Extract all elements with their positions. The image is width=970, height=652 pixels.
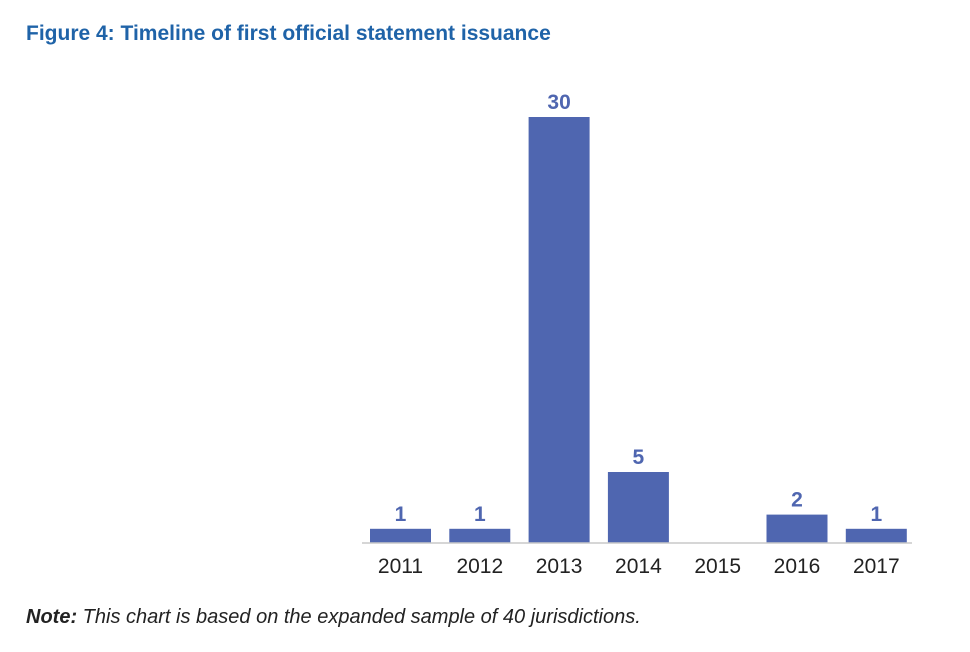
x-tick-label-2012: 2012 xyxy=(456,555,503,578)
data-label-2012: 1 xyxy=(474,503,486,526)
x-tick-label-2013: 2013 xyxy=(536,555,583,578)
bar-2011 xyxy=(370,528,431,543)
bar-2016 xyxy=(766,514,828,543)
data-labels-group: 1 1 30 5 2 1 xyxy=(395,91,883,526)
x-tick-label-2016: 2016 xyxy=(774,555,821,578)
x-tick-labels-group: 2011 2012 2013 2014 2015 2016 2017 xyxy=(378,555,900,578)
x-tick-label-2011: 2011 xyxy=(378,555,423,578)
bar-chart: 1 1 30 5 2 1 2011 2012 2013 2014 2015 2016 2017 xyxy=(362,91,912,578)
chart-note: Note: This chart is based on the expande… xyxy=(26,606,641,629)
data-label-2014: 5 xyxy=(633,446,645,469)
chart-title: Figure 4: Timeline of first official sta… xyxy=(26,22,551,45)
bar-2012 xyxy=(449,528,511,543)
x-tick-label-2017: 2017 xyxy=(853,555,900,578)
x-tick-label-2014: 2014 xyxy=(615,555,662,578)
note-text: This chart is based on the expanded samp… xyxy=(77,606,641,628)
note-prefix: Note: xyxy=(26,606,78,628)
data-label-2016: 2 xyxy=(791,489,803,512)
data-label-2017: 1 xyxy=(870,503,882,526)
bar-2017 xyxy=(845,528,907,543)
bar-2013 xyxy=(528,117,590,543)
data-label-2011: 1 xyxy=(395,503,407,526)
bar-2014 xyxy=(607,472,669,543)
x-tick-label-2015: 2015 xyxy=(694,555,741,578)
bars-group xyxy=(370,117,907,543)
data-label-2013: 30 xyxy=(547,91,570,114)
